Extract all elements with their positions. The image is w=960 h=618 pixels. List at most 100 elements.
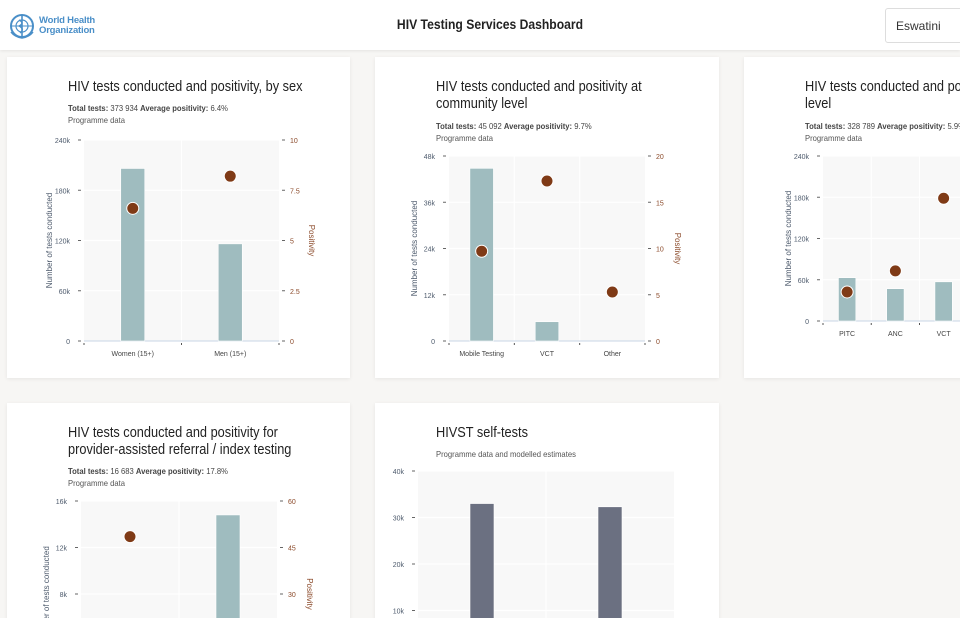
y-axis-title: Number of tests conducted [45,193,54,289]
y2-tick-label: 60 [288,499,296,506]
total-tests-label: Total tests: [68,103,109,113]
card-title: HIV tests conducted and positivity at fa… [805,79,960,113]
card-source: Programme data [436,133,493,143]
bar [534,321,560,342]
bar [120,168,146,342]
positivity-point [937,191,951,205]
chart-community-level: 0 12k 24k 36k 48k 0 5 10 15 20 Mobile Testing VCT Ot… [410,154,682,358]
y2-tick-label: 5 [290,239,294,246]
card-index-testing: HIV tests conducted and positivity for p… [7,403,350,618]
card-title-line: HIV tests conducted and positivity for [68,425,278,441]
card-community-level: HIV tests conducted and positivity at co… [375,57,719,378]
x-tick-label: Men (15+) [214,351,246,358]
y-tick-label: 20k [393,562,405,569]
y-tick-label: 30k [393,516,405,523]
card-title-line: level [805,96,832,112]
y-tick-label: 240k [794,154,810,161]
y-tick-label: 240k [55,138,71,145]
total-tests-value: 16 683 [110,466,134,476]
x-tick-label: VCT [540,351,555,358]
card-title-line: HIV tests conducted and positivity, by s… [68,79,303,95]
y-axis-title: Number of tests conducted [784,191,793,287]
x-tick-label: Mobile Testing [459,351,504,358]
card-title-line: HIV tests conducted and positivity at [436,79,642,95]
y2-tick-label: 5 [656,293,660,300]
bar [217,243,243,342]
y-tick-label: 40k [393,469,405,476]
card-stats: Total tests: 328 789 Average positivity:… [805,121,960,131]
logo-line-1: World Health [39,15,96,26]
bar [886,288,905,322]
y-tick-label: 48k [424,154,436,161]
positivity-point [223,169,237,183]
chart-index-testing: 04k8k12k16k015304560Number of tests cond… [42,499,314,618]
who-logo[interactable]: World Health Organization [8,12,95,40]
y-tick-label: 120k [55,239,71,246]
y-tick-label: 16k [56,499,68,506]
chart-facility-level: 060k120k180k240kPITCANCVCTFamilyPlanning… [784,154,960,338]
card-title: HIV tests conducted and positivity at co… [436,79,642,113]
avg-positivity-value: 17.8% [206,466,228,476]
y2-tick-label: 7.5 [290,188,300,195]
positivity-point [475,244,489,258]
card-facility-level: HIV tests conducted and positivity at fa… [744,57,960,378]
y2-axis-title: Positivity [305,578,314,610]
y-tick-label: 0 [805,319,809,326]
y-tick-label: 180k [794,195,810,202]
avg-positivity-label: Average positivity: [503,121,573,131]
card-tests-by-sex: HIV tests conducted and positivity, by s… [7,57,350,378]
avg-positivity-label: Average positivity: [135,466,205,476]
positivity-point [540,174,554,188]
positivity-point [605,285,619,299]
chart-hivst-self-tests: 010k20k30k40k [393,469,674,618]
y-axis-title: Number of tests conducted [410,201,419,297]
card-hivst-self-tests: HIVST self-tests Programme data and mode… [375,403,719,618]
total-tests-value: 373 934 [110,103,139,113]
total-tests-label: Total tests: [805,121,846,131]
x-tick-label: ANC [888,331,903,338]
card-stats: Total tests: 45 092 Average positivity: … [436,121,592,131]
y2-tick-label: 0 [290,339,294,346]
y-tick-label: 8k [60,592,68,599]
card-title-line: HIV tests conducted and positivity at fa… [805,79,960,95]
positivity-point [888,264,902,278]
y-tick-label: 120k [794,237,810,244]
avg-positivity-value: 5.9% [947,121,960,131]
bar [838,277,857,322]
y2-tick-label: 15 [656,200,664,207]
who-emblem-icon [10,14,34,39]
y-tick-label: 36k [424,200,436,207]
card-source: Programme data and modelled estimates [436,449,576,459]
y-axis-title: Number of tests conducted [42,546,51,618]
x-tick-label: Other [604,351,622,358]
avg-positivity-value: 6.4% [210,103,228,113]
total-tests-value: 328 789 [847,121,876,131]
card-title-line: community level [436,96,528,112]
y-tick-label: 0 [431,339,435,346]
y2-axis-title: Positivity [307,225,316,257]
y2-tick-label: 45 [288,546,296,553]
card-source: Programme data [68,115,125,125]
total-tests-value: 45 092 [478,121,502,131]
card-source: Programme data [805,133,862,143]
bar [597,506,623,618]
bar [934,281,953,322]
y-tick-label: 60k [798,278,810,285]
total-tests-label: Total tests: [436,121,477,131]
total-tests-label: Total tests: [68,466,109,476]
y2-tick-label: 30 [288,592,296,599]
y2-tick-label: 10 [290,138,298,145]
page-title: HIV Testing Services Dashboard [396,17,584,32]
country-select[interactable]: Eswatini [885,8,960,43]
bar [469,503,495,618]
chart-tests-by-sex: 0 60k 120k 180k 240k 0 2.5 5 7.5 10 Women (15+) Men… [45,138,316,358]
y2-axis-title: Positivity [673,233,682,265]
card-stats: Total tests: 373 934 Average positivity:… [68,103,228,113]
y2-tick-label: 10 [656,247,664,254]
y-tick-label: 12k [424,293,436,300]
x-tick-label: Women (15+) [112,351,154,358]
card-source: Programme data [68,478,125,488]
avg-positivity-label: Average positivity: [877,121,946,131]
card-title: HIV tests conducted and positivity for p… [68,425,291,459]
y-tick-label: 12k [56,546,68,553]
